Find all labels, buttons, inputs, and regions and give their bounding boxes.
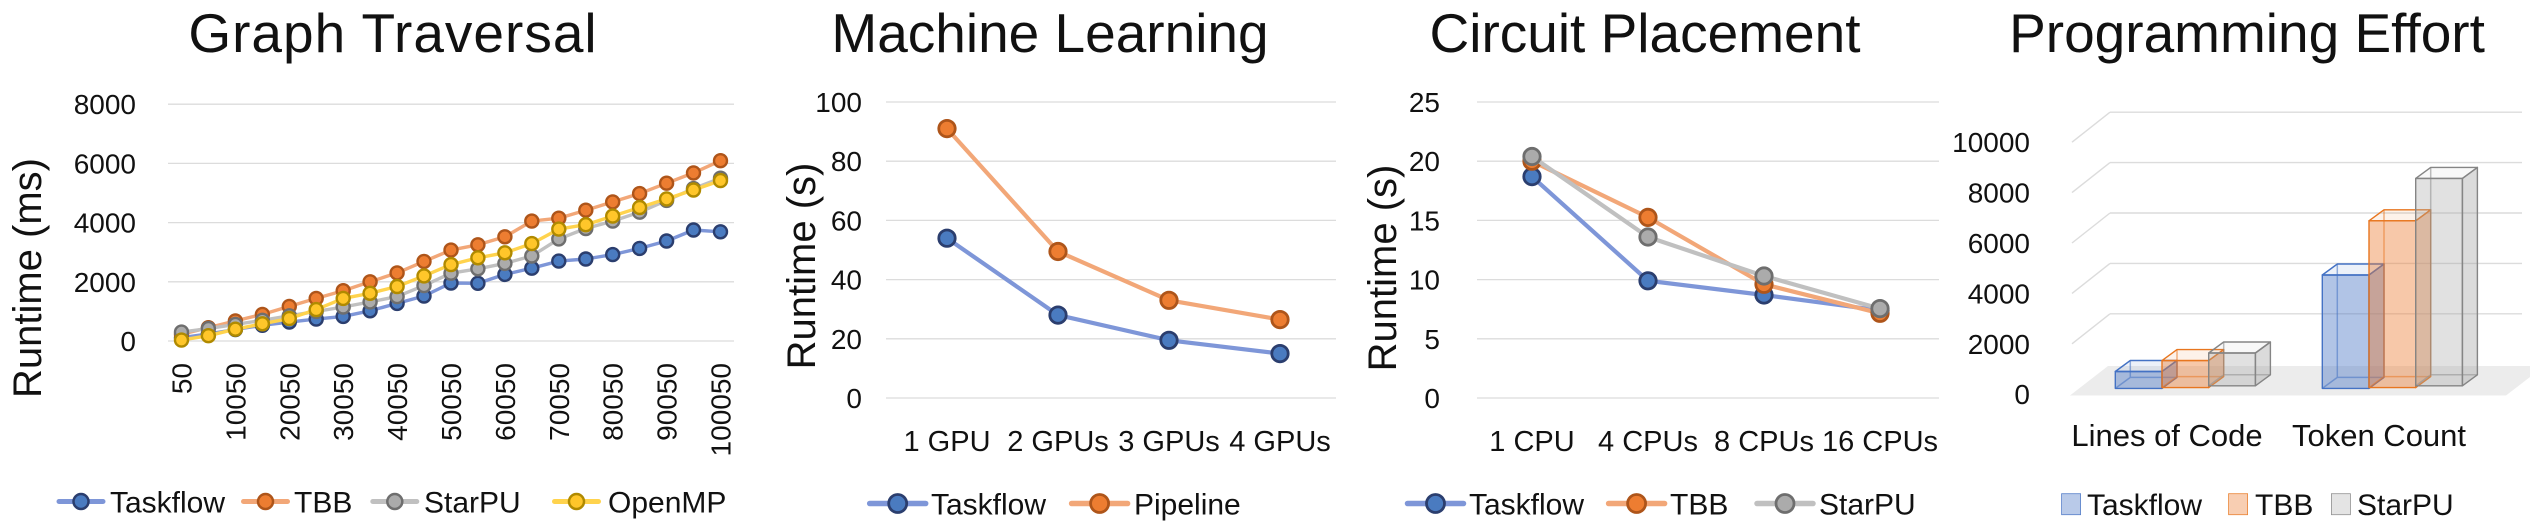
svg-text:50050: 50050 [436,363,467,441]
svg-text:0: 0 [2014,379,2030,410]
svg-text:8000: 8000 [74,89,136,120]
svg-text:4 CPUs: 4 CPUs [1598,426,1698,458]
svg-text:Taskflow: Taskflow [2087,489,2202,522]
svg-text:Programming Effort: Programming Effort [2009,2,2485,64]
svg-text:6000: 6000 [1968,228,2030,259]
svg-text:Graph Traversal: Graph Traversal [188,2,597,64]
svg-text:40050: 40050 [382,363,413,441]
svg-text:4000: 4000 [74,208,136,239]
svg-text:60: 60 [831,205,862,236]
svg-text:100050: 100050 [706,363,737,456]
svg-text:Pipeline: Pipeline [1134,488,1241,521]
svg-text:6000: 6000 [74,148,136,179]
svg-text:Circuit Placement: Circuit Placement [1430,2,1861,64]
svg-text:60050: 60050 [490,363,521,441]
svg-text:10000: 10000 [1952,127,2030,158]
svg-text:1 CPU: 1 CPU [1489,426,1574,458]
svg-text:0: 0 [1424,383,1440,414]
svg-text:TBB: TBB [294,486,352,519]
svg-text:StarPU: StarPU [424,486,521,519]
svg-text:30050: 30050 [328,363,359,441]
svg-text:16 CPUs: 16 CPUs [1822,426,1938,458]
svg-text:Runtime (s): Runtime (s) [780,163,824,370]
svg-text:8000: 8000 [1968,178,2030,209]
svg-text:40: 40 [831,265,862,296]
svg-text:2000: 2000 [74,267,136,298]
svg-text:15: 15 [1409,205,1440,236]
svg-text:4000: 4000 [1968,278,2030,309]
svg-text:10050: 10050 [220,363,251,441]
svg-text:20: 20 [831,324,862,355]
svg-text:OpenMP: OpenMP [608,486,726,519]
svg-text:1 GPU: 1 GPU [903,426,990,458]
svg-text:10: 10 [1409,265,1440,296]
svg-text:80050: 80050 [598,363,629,441]
svg-text:StarPU: StarPU [1819,488,1916,521]
svg-text:25: 25 [1409,87,1440,118]
svg-text:StarPU: StarPU [2357,489,2454,522]
svg-text:5: 5 [1424,324,1440,355]
svg-text:Runtime (ms): Runtime (ms) [6,158,50,398]
svg-text:70050: 70050 [544,363,575,441]
svg-text:2 GPUs: 2 GPUs [1007,426,1109,458]
svg-text:90050: 90050 [652,363,683,441]
svg-text:Machine Learning: Machine Learning [831,2,1268,64]
svg-text:Taskflow: Taskflow [110,486,225,519]
svg-text:2000: 2000 [1968,329,2030,360]
svg-text:50: 50 [167,363,198,394]
svg-text:Taskflow: Taskflow [931,488,1046,521]
svg-text:TBB: TBB [2255,489,2313,522]
svg-text:Runtime (s): Runtime (s) [1361,165,1405,372]
svg-text:20050: 20050 [274,363,305,441]
svg-text:0: 0 [120,326,136,357]
svg-text:Token Count: Token Count [2292,418,2466,453]
svg-text:TBB: TBB [1670,488,1728,521]
svg-text:8 CPUs: 8 CPUs [1714,426,1814,458]
svg-text:Taskflow: Taskflow [1469,488,1584,521]
svg-text:0: 0 [846,383,862,414]
svg-text:100: 100 [815,87,862,118]
svg-text:80: 80 [831,146,862,177]
svg-text:4 GPUs: 4 GPUs [1229,426,1331,458]
svg-text:Lines of Code: Lines of Code [2071,418,2262,453]
svg-text:3 GPUs: 3 GPUs [1118,426,1220,458]
svg-text:20: 20 [1409,146,1440,177]
